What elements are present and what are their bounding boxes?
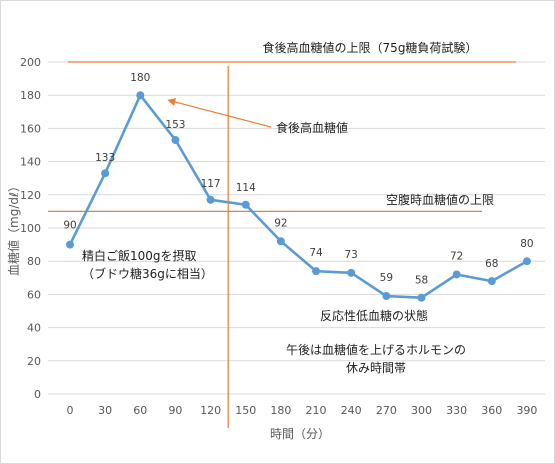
data-label: 73 — [345, 249, 358, 261]
y-tick-label: 200 — [20, 56, 41, 69]
x-tick-label: 0 — [67, 404, 74, 417]
y-tick-label: 60 — [27, 288, 41, 301]
data-label: 92 — [274, 217, 287, 229]
data-point — [312, 267, 321, 276]
data-label: 58 — [415, 275, 428, 287]
y-tick-label: 140 — [20, 156, 41, 169]
data-label: 90 — [63, 220, 76, 232]
data-point — [276, 237, 285, 246]
data-point — [136, 91, 145, 100]
meal-annotation-line1: 精白ご飯100gを摂取 — [82, 248, 197, 263]
x-tick-label: 240 — [341, 404, 362, 417]
y-tick-label: 80 — [27, 255, 41, 268]
x-tick-label: 330 — [446, 404, 467, 417]
data-point — [206, 195, 215, 204]
afternoon-annotation-line2: 休み時間帯 — [346, 361, 406, 375]
reference-lines — [48, 61, 516, 428]
gridlines — [48, 61, 545, 395]
x-axis-title: 時間（分） — [270, 427, 330, 441]
x-tick-label: 360 — [481, 404, 502, 417]
y-tick-label: 180 — [20, 89, 41, 102]
data-label: 72 — [450, 250, 463, 262]
data-point — [417, 293, 426, 302]
data-point — [452, 270, 461, 279]
ref-line-label-fasting: 空腹時血糖値の上限 — [386, 192, 494, 207]
y-tick-label: 0 — [34, 388, 41, 401]
data-label: 153 — [165, 119, 185, 131]
x-tick-label: 90 — [168, 404, 182, 417]
peak-annotation: 食後高血糖値 — [276, 120, 348, 135]
x-tick-label: 150 — [235, 404, 256, 417]
afternoon-annotation-line1: 午後は血糖値を上げるホルモンの — [286, 342, 466, 357]
y-tick-label: 100 — [20, 222, 41, 235]
x-tick-label: 180 — [270, 404, 291, 417]
series-line — [66, 91, 531, 302]
data-label: 68 — [485, 258, 498, 270]
data-point — [66, 240, 74, 249]
x-tick-label: 270 — [376, 404, 397, 417]
x-tick-label: 390 — [516, 404, 537, 417]
x-tick-label: 210 — [306, 404, 327, 417]
ref-line-label-postprandial: 食後高血糖値の上限（75g糖負荷試験） — [263, 40, 478, 55]
y-tick-labels: 0 20 40 60 80 100 120 140 160 180 200 — [20, 56, 41, 401]
data-point — [171, 136, 180, 145]
y-axis-title: 血糖値（mg/dℓ） — [6, 180, 21, 276]
peak-arrow-line — [167, 98, 272, 128]
x-tick-label: 300 — [411, 404, 432, 417]
x-tick-label: 60 — [133, 404, 147, 417]
peak-arrow — [167, 98, 272, 128]
hypoglycemia-annotation: 反応性低血糖の状態 — [320, 308, 428, 323]
x-tick-labels: 0 30 60 90 120 150 180 210 240 270 300 330 360 390 — [67, 404, 538, 417]
series-line-path — [68, 93, 528, 300]
x-tick-label: 30 — [98, 404, 112, 417]
data-label: 133 — [95, 152, 115, 164]
data-point — [382, 292, 391, 301]
data-label: 180 — [130, 72, 150, 84]
x-tick-label: 120 — [200, 404, 221, 417]
data-label: 74 — [309, 247, 323, 259]
data-labels: 90 133 180 153 117 114 92 74 73 59 58 72 68 80 — [63, 72, 533, 287]
data-label: 59 — [380, 272, 393, 284]
data-point — [487, 277, 496, 286]
data-label: 114 — [236, 182, 256, 194]
data-label: 80 — [520, 238, 533, 250]
data-point — [522, 257, 531, 266]
data-label: 117 — [201, 178, 221, 190]
y-tick-label: 160 — [20, 122, 41, 135]
y-tick-label: 120 — [20, 189, 41, 202]
y-tick-label: 40 — [27, 322, 41, 335]
data-point — [347, 268, 356, 277]
y-tick-label: 20 — [27, 355, 41, 368]
meal-annotation-line2: （ブドウ糖36gに相当） — [82, 266, 213, 281]
data-point — [101, 169, 110, 178]
data-point — [241, 200, 250, 209]
